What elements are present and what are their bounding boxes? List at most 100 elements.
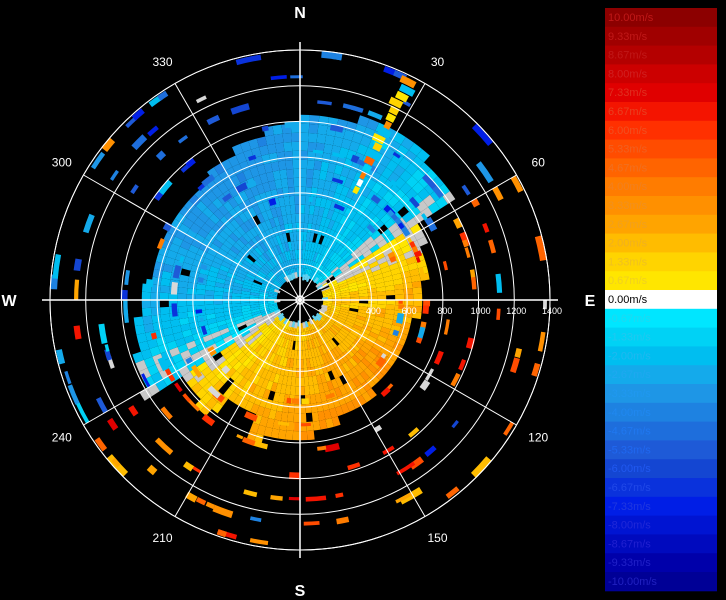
- velocity-bin: [357, 360, 368, 371]
- velocity-bin: [322, 321, 331, 330]
- velocity-bin: [304, 340, 308, 350]
- velocity-bin: [337, 395, 347, 406]
- velocity-bin: [177, 246, 189, 257]
- velocity-bin: [294, 195, 300, 205]
- velocity-bin: [430, 176, 444, 190]
- sparse-echo: [124, 269, 131, 285]
- sparse-echo: [325, 392, 336, 400]
- velocity-bin: [300, 159, 308, 169]
- velocity-bin: [309, 330, 315, 340]
- velocity-bin: [159, 285, 170, 294]
- velocity-bin: [207, 167, 219, 180]
- colorbar-swatch: [605, 327, 717, 347]
- velocity-bin: [249, 339, 259, 349]
- velocity-bin: [287, 250, 292, 261]
- sparse-echo: [542, 300, 547, 310]
- velocity-bin: [383, 317, 394, 325]
- velocity-bin: [217, 343, 228, 352]
- velocity-bin: [233, 242, 243, 252]
- velocity-bin: [177, 293, 187, 300]
- clutter-bin: [283, 318, 289, 325]
- sparse-echo: [409, 456, 425, 470]
- velocity-bin: [319, 419, 328, 430]
- velocity-bin: [379, 347, 391, 357]
- velocity-bin: [387, 238, 399, 248]
- range-label: 1000: [471, 306, 491, 316]
- velocity-bin: [275, 265, 283, 274]
- velocity-bin: [212, 198, 224, 210]
- sparse-echo: [154, 437, 174, 456]
- colorbar-swatch: [605, 402, 717, 423]
- velocity-bin: [254, 344, 263, 354]
- velocity-bin: [314, 337, 321, 347]
- sparse-echo: [433, 350, 444, 365]
- velocity-bin: [266, 171, 275, 182]
- sparse-echo: [288, 496, 300, 501]
- velocity-bin: [370, 327, 381, 336]
- colorbar-swatch: [605, 346, 717, 366]
- velocity-bin: [308, 339, 313, 350]
- velocity-bin: [258, 295, 268, 299]
- velocity-bin: [262, 407, 271, 419]
- streak-bin: [366, 147, 379, 159]
- velocity-bin: [195, 289, 206, 296]
- velocity-bin: [435, 196, 448, 209]
- velocity-bin: [330, 325, 340, 334]
- sparse-echo: [120, 289, 128, 300]
- velocity-bin: [241, 287, 251, 293]
- velocity-bin: [273, 245, 280, 256]
- velocity-bin: [279, 253, 286, 263]
- velocity-bin: [249, 251, 259, 261]
- velocity-bin: [270, 161, 280, 172]
- velocity-bin: [209, 326, 220, 335]
- velocity-bin: [358, 289, 368, 294]
- velocity-bin: [241, 305, 251, 310]
- sparse-echo: [510, 175, 524, 193]
- sparse-echo: [409, 196, 420, 209]
- velocity-bin: [376, 335, 387, 344]
- velocity-bin: [392, 200, 405, 213]
- velocity-bin: [274, 410, 283, 421]
- velocity-bin: [390, 243, 401, 253]
- velocity-bin: [230, 245, 240, 255]
- velocity-bin: [340, 138, 352, 150]
- velocity-bin: [367, 363, 378, 374]
- velocity-bin: [242, 245, 252, 255]
- velocity-bin: [253, 194, 263, 205]
- velocity-bin: [348, 233, 358, 243]
- velocity-bin: [350, 222, 360, 233]
- colorbar-label: 3.33m/s: [608, 200, 648, 212]
- velocity-bin: [295, 386, 300, 396]
- velocity-bin: [308, 376, 314, 386]
- velocity-bin: [392, 131, 406, 145]
- velocity-bin: [178, 365, 190, 377]
- colorbar-swatch: [605, 515, 717, 535]
- velocity-bin: [405, 188, 418, 201]
- velocity-bin: [206, 191, 218, 203]
- velocity-bin: [289, 358, 294, 368]
- velocity-bin: [163, 232, 176, 243]
- sparse-echo: [471, 276, 477, 290]
- velocity-bin: [346, 369, 356, 380]
- velocity-bin: [334, 183, 344, 195]
- sparse-echo: [249, 516, 262, 523]
- velocity-bin: [294, 249, 298, 260]
- velocity-bin: [341, 251, 351, 261]
- velocity-bin: [290, 349, 295, 359]
- clutter-bin: [288, 320, 293, 328]
- colorbar-swatch: [605, 290, 717, 310]
- velocity-bin: [262, 388, 271, 400]
- velocity-bin: [289, 195, 296, 206]
- velocity-bin: [361, 391, 372, 403]
- sparse-echo: [67, 384, 80, 405]
- velocity-bin: [329, 264, 338, 273]
- velocity-bin: [314, 197, 322, 207]
- velocity-bin: [240, 367, 250, 378]
- velocity-bin: [322, 270, 331, 279]
- velocity-bin: [306, 430, 315, 441]
- velocity-bin: [226, 222, 237, 233]
- velocity-bin: [241, 290, 251, 295]
- velocity-bin: [269, 307, 279, 312]
- velocity-bin: [320, 161, 330, 172]
- velocity-bin: [224, 212, 235, 223]
